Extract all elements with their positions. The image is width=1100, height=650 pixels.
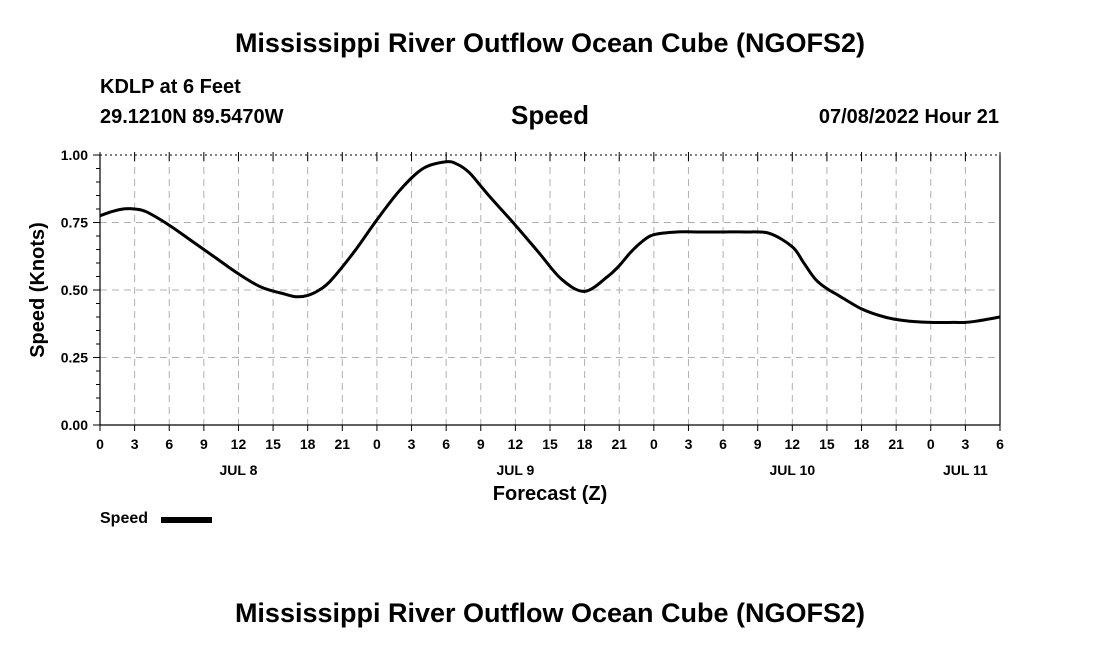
- x-tick-label: 3: [408, 436, 416, 452]
- day-label: JUL 11: [943, 462, 988, 478]
- y-tick-label: 1.00: [61, 147, 88, 163]
- forecast-datetime: 07/08/2022 Hour 21: [818, 106, 999, 128]
- x-tick-label: 0: [373, 436, 381, 452]
- speed-chart: 0.00 0.25 0.50 0.75 1.00 0 3 6 9 12 15 18 21 0 3 6 9 12 15…: [27, 147, 1004, 505]
- x-tick-label: 6: [996, 436, 1004, 452]
- x-tick-label: 6: [719, 436, 727, 452]
- x-tick-label: 12: [508, 436, 524, 452]
- legend-line-swatch: [161, 517, 212, 523]
- x-tick-label: 12: [231, 436, 247, 452]
- x-tick-label: 0: [927, 436, 935, 452]
- y-tick-label: 0.25: [61, 350, 88, 366]
- x-tick-label: 12: [785, 436, 801, 452]
- x-tick-label: 18: [300, 436, 316, 452]
- x-tick-label: 21: [611, 436, 627, 452]
- station-label: KDLP at 6 Feet: [100, 76, 241, 98]
- x-tick-label: 15: [819, 436, 835, 452]
- x-axis-title: Forecast (Z): [493, 483, 607, 505]
- y-tick-label: 0.00: [61, 417, 88, 433]
- x-tick-label: 18: [577, 436, 593, 452]
- series-line-speed: [99, 160, 1001, 324]
- x-tick-label: 0: [650, 436, 658, 452]
- chart-title: Mississippi River Outflow Ocean Cube (NG…: [234, 28, 866, 58]
- y-axis-title: Speed (Knots): [27, 222, 49, 358]
- x-tick-label: 6: [442, 436, 450, 452]
- station-coords: 29.1210N 89.5470W: [100, 106, 284, 128]
- x-tick-label: 18: [854, 436, 870, 452]
- x-tick-label: 15: [542, 436, 558, 452]
- day-label: JUL 10: [769, 462, 815, 478]
- x-tick-label: 21: [888, 436, 904, 452]
- x-tick-label: 9: [477, 436, 485, 452]
- x-tick-label: 3: [131, 436, 139, 452]
- legend-label: Speed: [100, 510, 149, 527]
- y-tick-label: 0.50: [61, 282, 88, 298]
- day-label: JUL 8: [220, 462, 258, 478]
- footer-title: Mississippi River Outflow Ocean Cube (NG…: [234, 598, 866, 628]
- x-tick-label: 6: [165, 436, 173, 452]
- x-tick-label: 21: [335, 436, 351, 452]
- x-tick-label: 15: [265, 436, 281, 452]
- y-tick-label: 0.75: [61, 215, 88, 231]
- x-tick-label: 3: [685, 436, 693, 452]
- day-label: JUL 9: [496, 462, 534, 478]
- x-tick-label: 0: [96, 436, 104, 452]
- x-tick-label: 3: [961, 436, 969, 452]
- variable-title: Speed: [510, 100, 590, 130]
- x-tick-label: 9: [200, 436, 208, 452]
- x-tick-label: 9: [754, 436, 762, 452]
